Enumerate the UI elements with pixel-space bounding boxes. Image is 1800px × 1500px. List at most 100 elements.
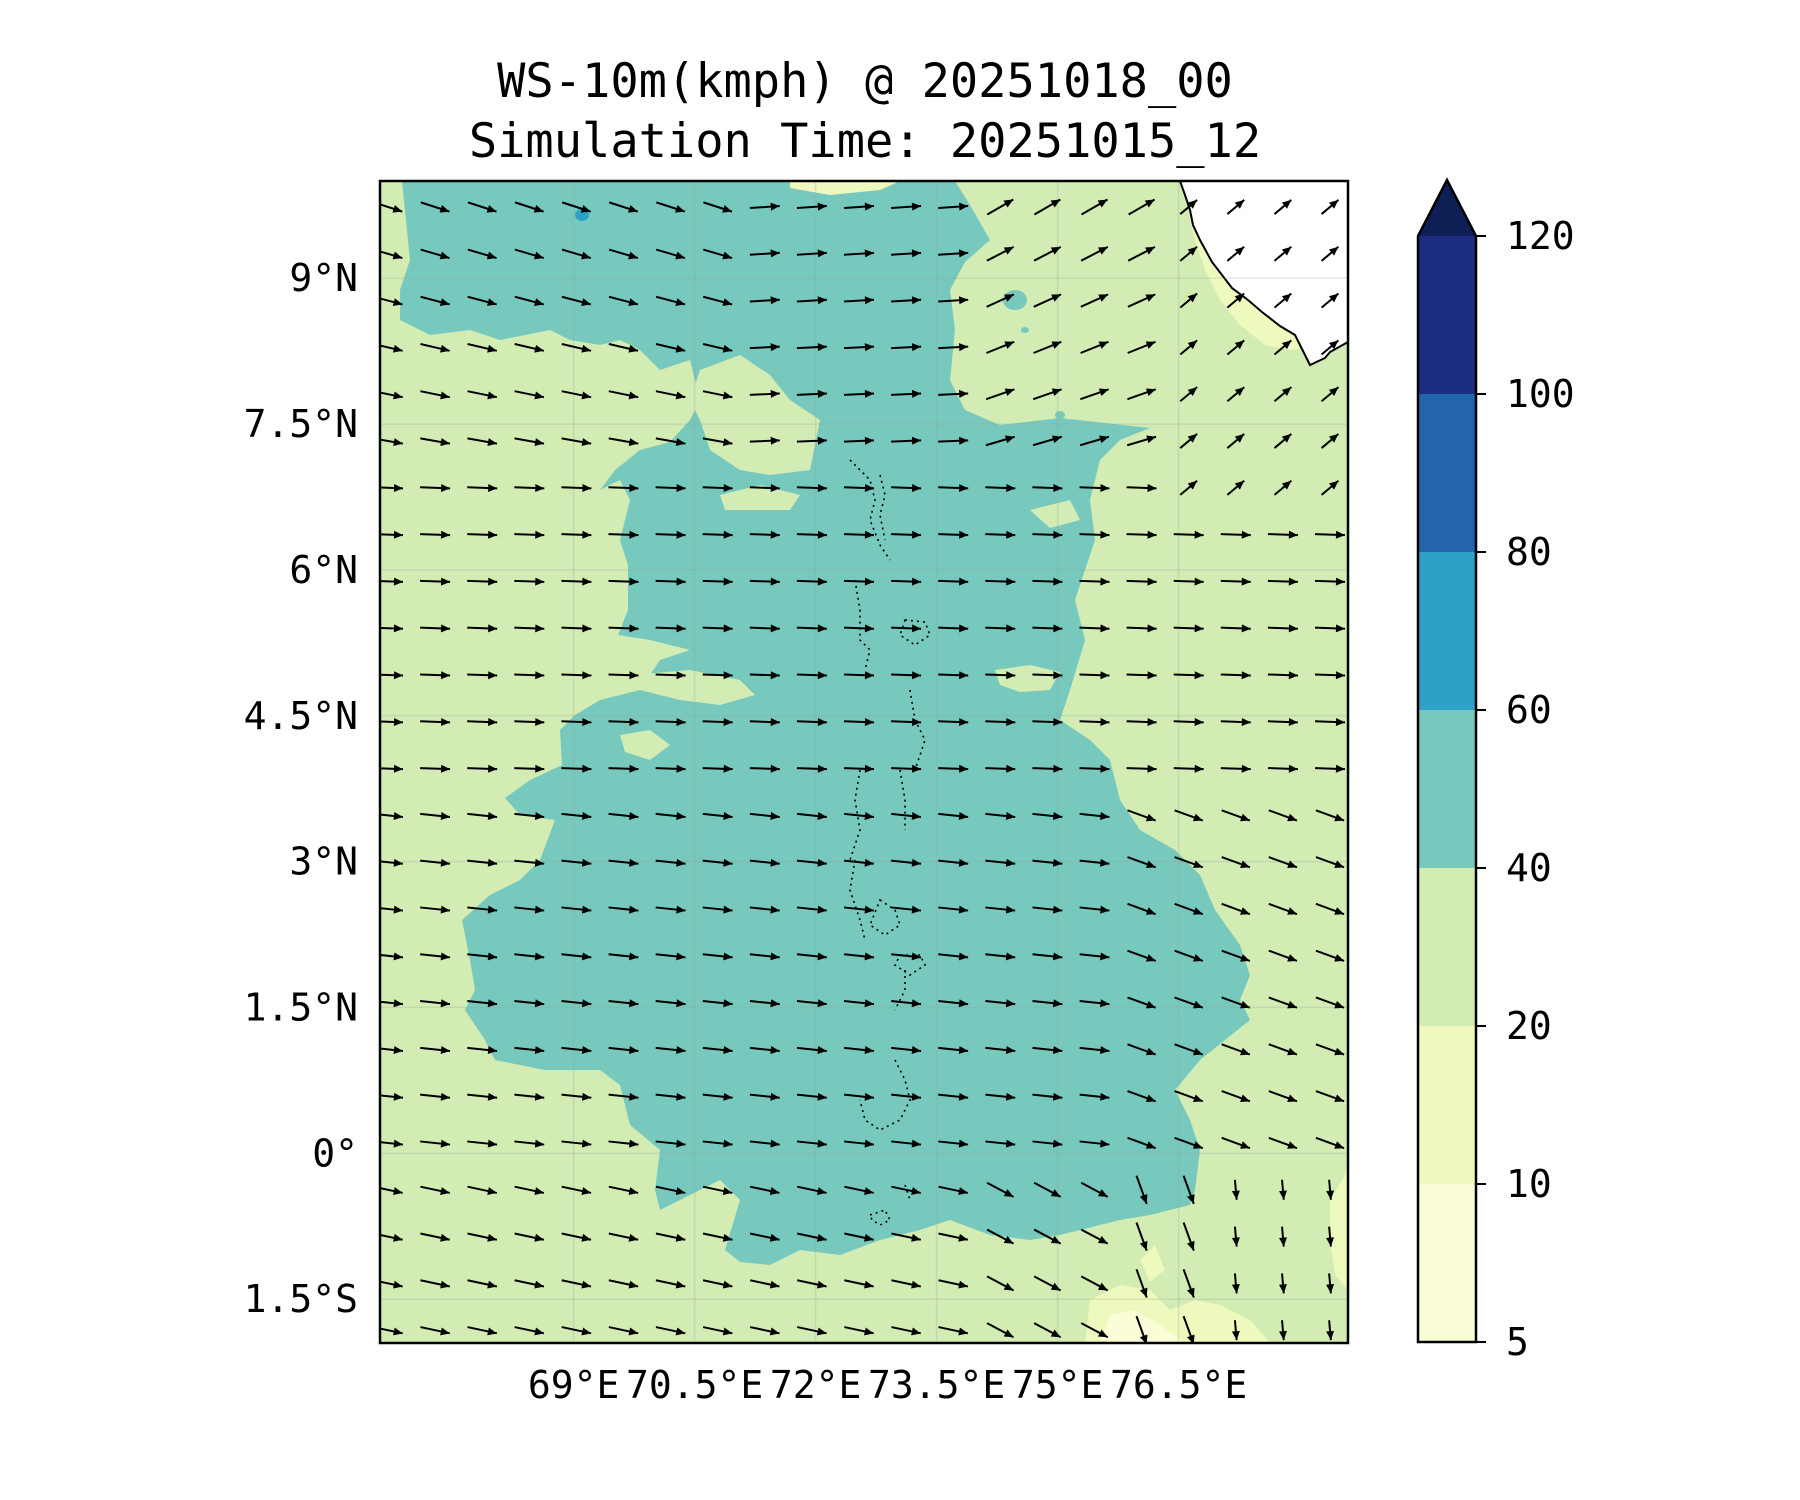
- wind-vector: [1032, 812, 1063, 821]
- wind-vector: [608, 577, 639, 586]
- wind-vector: [796, 905, 827, 914]
- wind-vector: [749, 436, 780, 445]
- wind-vector: [702, 1092, 733, 1101]
- wind-vector: [1079, 671, 1110, 680]
- wind-vector: [420, 343, 450, 353]
- wind-vector: [1173, 530, 1204, 539]
- wind-vector: [655, 718, 686, 727]
- wind-vector: [561, 1232, 592, 1242]
- wind-vector: [655, 1185, 686, 1195]
- wind-vector: [702, 484, 733, 493]
- wind-vector: [1135, 1175, 1148, 1205]
- wind-vector: [420, 248, 450, 260]
- wind-vector: [702, 1185, 733, 1195]
- wind-vector: [655, 1139, 686, 1148]
- wind-vector: [1326, 1273, 1335, 1294]
- wind-vector: [1226, 339, 1245, 356]
- wind-vector: [1182, 1268, 1195, 1298]
- wind-vector: [1127, 1090, 1157, 1103]
- wind-vector: [938, 1232, 969, 1242]
- wind-vector: [797, 1326, 827, 1336]
- wind-vector: [1220, 624, 1251, 633]
- wind-vector: [1127, 1043, 1157, 1056]
- lat-tick-label: 1.5°N: [244, 986, 358, 1030]
- wind-vector: [891, 1139, 922, 1148]
- wind-vector: [1174, 809, 1204, 822]
- colorbar-outline: [1416, 177, 1478, 1344]
- wind-vector: [703, 248, 733, 260]
- wind-vector: [1314, 530, 1346, 539]
- wind-vector: [1179, 245, 1198, 262]
- wind-vector: [702, 1232, 733, 1242]
- wind-vector: [703, 201, 733, 213]
- wind-vector: [1221, 809, 1251, 822]
- wind-band-10-20: [1140, 1245, 1165, 1282]
- simulation-time-subtitle: Simulation Time: 20251015_12: [468, 114, 1262, 169]
- wind-vector: [749, 343, 780, 352]
- wind-vector: [380, 1046, 404, 1055]
- wind-vector: [655, 1279, 686, 1289]
- wind-vector: [514, 1046, 545, 1055]
- wind-vector: [1226, 199, 1245, 215]
- wind-vector: [1267, 577, 1298, 586]
- wind-vector: [796, 952, 827, 961]
- wind-vector: [467, 1326, 498, 1336]
- wind-vector: [1326, 1320, 1335, 1341]
- wind-vector: [467, 812, 498, 821]
- wind-vector: [938, 718, 969, 727]
- wind-vector: [891, 202, 922, 211]
- wind-vector: [1273, 433, 1292, 449]
- wind-vector: [380, 344, 403, 353]
- wind-vector: [514, 952, 545, 961]
- colorbar-tick-label: 10: [1506, 1162, 1552, 1206]
- wind-vector: [702, 577, 733, 586]
- wind-vector: [843, 764, 875, 773]
- wind-vector: [1231, 1273, 1240, 1294]
- wind-vector: [702, 1279, 733, 1289]
- wind-band-40-60-speck: [1021, 327, 1029, 333]
- wind-vector: [1127, 1136, 1157, 1150]
- wind-vector: [702, 1326, 733, 1336]
- wind-vector: [1079, 624, 1110, 633]
- wind-vector: [1126, 764, 1157, 773]
- wind-vector: [938, 484, 969, 493]
- wind-vector: [514, 343, 545, 353]
- wind-vector: [514, 905, 545, 914]
- wind-vector: [380, 250, 403, 260]
- wind-band-20-40-patch: [995, 665, 1060, 692]
- wind-vector: [1079, 530, 1110, 539]
- wind-vector: [514, 1185, 545, 1195]
- wind-vector: [1268, 996, 1298, 1009]
- wind-vector: [1326, 1226, 1335, 1247]
- wind-vector: [561, 858, 592, 867]
- wind-vector: [796, 202, 827, 211]
- wind-vector: [796, 718, 827, 727]
- wind-vector: [1320, 245, 1340, 262]
- wind-vector: [702, 858, 733, 867]
- wind-vector: [985, 952, 1016, 961]
- wind-vector: [561, 248, 592, 260]
- wind-vector: [1279, 1273, 1287, 1294]
- wind-vector: [1135, 1315, 1148, 1343]
- lon-tick-label: 72°E: [770, 1363, 862, 1407]
- wind-vector: [1268, 1043, 1298, 1056]
- wind-vector: [420, 858, 451, 867]
- wind-vector: [985, 718, 1016, 727]
- wind-vector: [749, 1232, 780, 1242]
- wind-vector: [1314, 671, 1346, 680]
- wind-vector: [1179, 433, 1198, 449]
- wind-vector: [467, 530, 498, 539]
- wind-vector: [1320, 386, 1340, 403]
- latitude-labels: 9°N 7.5°N 6°N 4.5°N 3°N 1.5°N 0° 1.5°S: [244, 256, 358, 1321]
- wind-vector: [1127, 388, 1157, 401]
- colorbar-extend-arrow: [1418, 180, 1476, 236]
- wind-vector: [514, 999, 545, 1008]
- wind-vector: [985, 388, 1015, 401]
- wind-vector: [1079, 812, 1110, 821]
- wind-vector: [380, 999, 404, 1008]
- wind-vector: [796, 999, 827, 1008]
- wind-vector: [561, 718, 592, 727]
- wind-vector: [749, 671, 780, 680]
- wind-vector: [467, 1139, 498, 1148]
- wind-vector: [891, 671, 922, 680]
